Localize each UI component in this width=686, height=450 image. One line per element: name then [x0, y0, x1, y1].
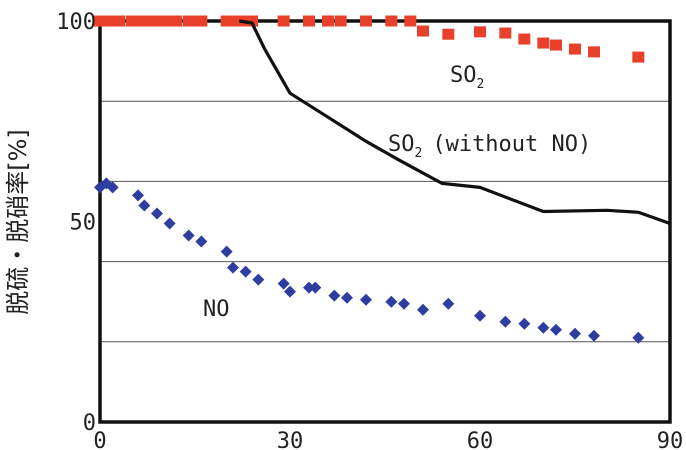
data-point-square [125, 15, 138, 27]
y-tick-label: 0 [83, 411, 96, 436]
data-point-square [417, 25, 429, 37]
y-axis-label: 脱硫・脱硝率[%] [4, 129, 32, 315]
data-point-square [474, 26, 486, 38]
data-point-square [132, 15, 144, 27]
data-point-square [277, 15, 290, 27]
data-point-diamond [385, 295, 398, 308]
series-label-no: NO [203, 297, 230, 322]
y-tick-label: 50 [70, 211, 97, 236]
data-point-square [182, 15, 195, 27]
data-point-diamond [417, 303, 429, 316]
data-point-square [303, 15, 315, 27]
data-point-square [322, 15, 334, 27]
data-point-diamond [132, 189, 144, 202]
data-point-diamond [360, 293, 372, 306]
data-point-square [113, 15, 125, 27]
data-point-square [518, 33, 531, 45]
data-point-square [360, 15, 372, 27]
data-point-square [442, 28, 455, 40]
data-point-square [246, 15, 258, 27]
data-point-square [138, 15, 151, 27]
tick-labels: 0 30 60 90 0 50 100 [56, 10, 683, 450]
data-point-square [163, 15, 176, 27]
data-point-square [385, 15, 398, 27]
plot-frame [98, 19, 672, 424]
data-point-diamond [284, 285, 296, 298]
data-point-square [195, 15, 208, 27]
x-tick-label: 60 [467, 429, 494, 450]
data-point-diamond [138, 199, 151, 212]
series-no [94, 177, 645, 344]
data-point-diamond [328, 289, 341, 302]
data-point-square [94, 15, 106, 27]
data-point-diamond [341, 291, 353, 304]
data-point-diamond [309, 281, 322, 294]
data-point-diamond [474, 309, 486, 322]
data-point-diamond [303, 281, 315, 294]
data-point-square [569, 43, 581, 55]
data-point-diamond [151, 207, 163, 220]
data-point-diamond [195, 235, 208, 248]
data-point-square [100, 15, 113, 27]
data-point-diamond [182, 229, 195, 242]
series-so2-without-no- [239, 19, 671, 226]
data-point-square [170, 15, 182, 27]
data-point-diamond [398, 297, 410, 310]
data-point-diamond [588, 329, 600, 342]
data-point-square [227, 15, 239, 27]
data-point-diamond [442, 297, 455, 310]
data-point-diamond [518, 317, 531, 330]
data-point-diamond [277, 277, 290, 290]
data-point-square [499, 27, 512, 39]
data-point-square [106, 15, 119, 27]
data-point-diamond [499, 315, 512, 328]
data-point-diamond [227, 261, 239, 274]
data-point-square [189, 15, 201, 27]
data-point-square [334, 15, 347, 27]
data-point-diamond [163, 217, 176, 230]
data-point-diamond [220, 245, 233, 258]
series-label-so2: SO2 [450, 63, 484, 92]
gridlines [100, 100, 670, 343]
series-layer [94, 15, 671, 344]
data-point-square [537, 37, 550, 49]
data-point-diamond [537, 321, 550, 334]
data-point-square [588, 46, 600, 58]
x-tick-label: 30 [277, 429, 304, 450]
x-tick-label: 90 [657, 429, 684, 450]
data-point-diamond [252, 273, 265, 286]
data-point-diamond [239, 265, 252, 278]
series-label-so2-without-no: SO2 (without NO) [388, 132, 591, 161]
data-point-diamond [569, 327, 581, 340]
data-point-square [550, 39, 562, 51]
data-point-square [404, 15, 417, 27]
data-point-diamond [550, 323, 562, 336]
data-point-square [220, 15, 233, 27]
series-line [239, 19, 671, 226]
x-tick-label: 0 [93, 429, 106, 450]
y-tick-label: 100 [56, 10, 96, 35]
data-point-diamond [106, 181, 119, 194]
data-point-square [632, 51, 645, 63]
data-point-square [144, 15, 157, 27]
data-point-square [157, 15, 170, 27]
data-point-square [151, 15, 163, 27]
data-point-diamond [632, 331, 645, 344]
